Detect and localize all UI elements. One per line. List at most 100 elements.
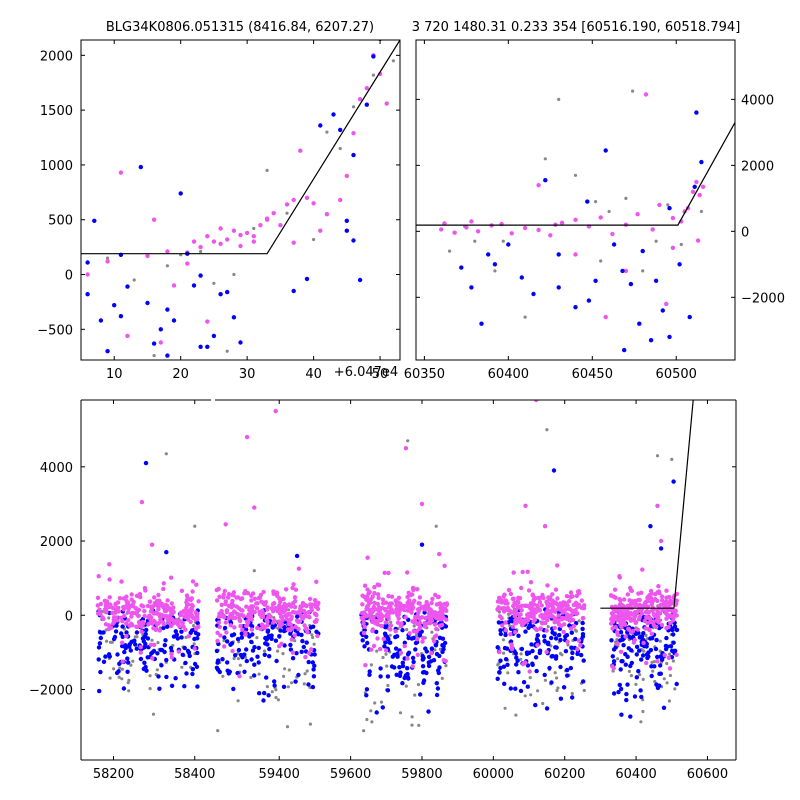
data-point-magenta [277,596,282,601]
data-point-magenta [215,638,220,644]
data-point-blue [543,178,548,183]
data-point-blue [668,644,674,649]
data-point-magenta [556,622,562,627]
data-point-blue [670,648,675,653]
data-point-magenta [214,587,219,593]
data-point-blue [365,640,370,646]
data-point-magenta [442,606,448,611]
data-point-magenta [278,223,283,228]
data-point-gray [281,652,285,656]
data-point-blue [419,542,425,547]
data-point-gray [118,666,122,670]
data-point-blue [503,657,509,662]
data-point-blue [231,686,236,692]
data-point-blue [530,648,535,654]
data-point-blue [638,688,643,693]
data-point-gray [641,269,645,273]
data-point-blue [639,694,644,700]
data-point-gray [369,709,373,713]
data-point-blue [421,678,427,683]
x-tick-label: 40 [305,367,322,382]
data-point-magenta [324,212,330,217]
data-point-magenta [417,595,423,600]
data-point-magenta [610,231,615,237]
data-point-magenta [183,627,188,632]
data-point-magenta [367,608,373,614]
data-point-magenta [178,610,184,615]
data-point-blue [663,643,669,649]
data-point-blue [620,268,625,274]
data-point-blue [495,645,500,650]
data-point-magenta [612,587,618,592]
data-point-magenta [169,575,174,580]
data-point-gray [131,659,135,663]
data-point-magenta [171,283,177,288]
data-point-blue [143,460,149,466]
data-point-magenta [149,542,155,547]
data-point-gray [433,648,437,652]
data-point-magenta [308,602,313,607]
data-point-blue [304,640,309,645]
data-point-magenta [376,595,381,601]
data-point-blue [426,660,431,665]
data-point-magenta [284,202,290,207]
data-point-magenta [532,617,538,622]
data-point-gray [410,715,414,719]
data-point-magenta [416,607,421,612]
data-point-magenta [695,238,701,243]
data-point-magenta [235,611,240,617]
data-point-blue [362,644,367,649]
data-point-gray [148,687,152,691]
data-point-magenta [252,596,257,601]
data-point-gray [388,633,392,637]
data-point-gray [270,690,274,694]
data-point-blue [573,636,578,642]
data-point-gray [384,652,388,656]
data-point-gray [634,682,638,687]
data-point-blue [648,647,654,653]
data-point-magenta [663,599,669,604]
data-point-blue [405,652,411,657]
data-point-blue [431,658,437,663]
data-point-magenta [410,664,415,669]
data-point-blue [215,658,221,663]
data-point-magenta [598,215,603,220]
data-point-magenta [436,594,441,599]
data-point-blue [125,669,130,674]
data-point-blue [168,645,174,651]
data-point-magenta [146,622,151,627]
data-point-magenta [533,596,538,601]
data-point-magenta [231,609,237,614]
data-point-magenta [120,618,125,624]
data-point-blue [498,665,503,671]
data-point-blue [650,636,655,641]
data-point-gray [365,717,369,722]
data-point-blue [165,353,170,358]
data-point-gray [107,616,111,620]
data-point-magenta [437,551,442,557]
data-point-magenta [156,592,161,598]
data-point-blue [133,642,138,647]
data-point-gray [671,659,676,663]
data-point-blue [378,674,383,679]
data-point-gray [283,667,287,671]
data-point-magenta [389,594,395,599]
x-tick-label: 60350 [404,367,445,382]
data-point-magenta [429,600,434,606]
data-point-blue [699,159,704,165]
data-point-magenta [536,183,541,188]
data-point-magenta [668,601,674,606]
data-point-blue [118,314,124,319]
data-point-blue [533,655,539,660]
data-point-magenta [568,626,574,631]
data-point-blue [244,658,249,664]
data-point-blue [252,662,257,667]
data-point-magenta [418,624,423,630]
data-point-gray [627,669,632,674]
data-point-blue [671,632,676,637]
data-point-gray [557,97,561,101]
data-point-gray [570,691,574,696]
data-point-blue [294,651,299,656]
data-point-magenta [528,580,534,585]
